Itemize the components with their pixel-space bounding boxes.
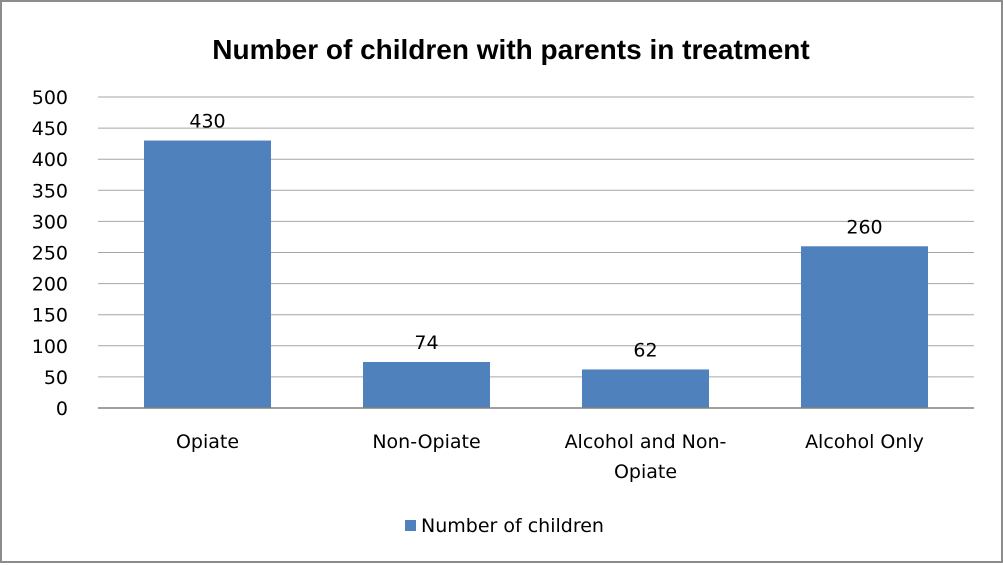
data-label: 430 xyxy=(189,111,225,133)
category-label: Opiate xyxy=(614,461,677,483)
y-tick-label: 400 xyxy=(32,149,68,171)
y-tick-label: 500 xyxy=(32,87,68,109)
data-label: 74 xyxy=(414,332,438,354)
y-tick-label: 300 xyxy=(32,211,68,233)
data-label: 62 xyxy=(633,339,657,361)
bar xyxy=(362,361,491,408)
y-tick-label: 250 xyxy=(32,243,68,265)
y-tick-label: 150 xyxy=(32,305,68,327)
bars xyxy=(143,140,929,409)
data-label: 260 xyxy=(846,216,882,238)
y-tick-label: 100 xyxy=(32,336,68,358)
legend-label: Number of children xyxy=(421,515,604,537)
labels: 0 50 100 150 200 250 300 350 400 450 500 430 Opiate 7… xyxy=(32,87,924,483)
chart-title: Number of children with parents in treat… xyxy=(212,34,809,65)
y-tick-label: 350 xyxy=(32,180,68,202)
category-label: Alcohol Only xyxy=(805,431,924,453)
y-tick-label: 450 xyxy=(32,118,68,140)
bar xyxy=(581,369,710,408)
category-label: Alcohol and Non- xyxy=(565,431,727,453)
category-label: Non-Opiate xyxy=(372,431,480,453)
y-tick-label: 50 xyxy=(44,367,68,389)
legend-swatch xyxy=(405,520,416,531)
category-label: Opiate xyxy=(176,431,239,453)
y-tick-label: 0 xyxy=(56,398,68,420)
y-tick-label: 200 xyxy=(32,274,68,296)
legend: Number of children xyxy=(405,515,604,537)
bar xyxy=(800,246,929,408)
bar xyxy=(143,140,272,409)
